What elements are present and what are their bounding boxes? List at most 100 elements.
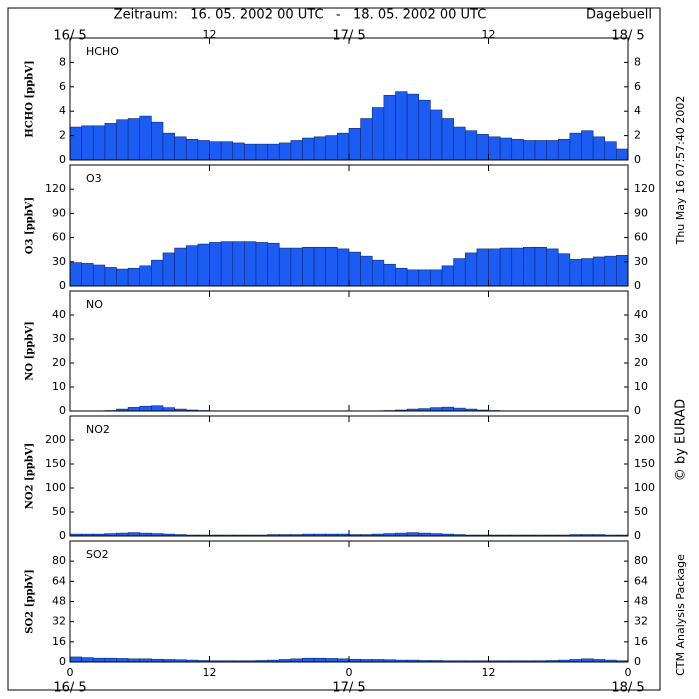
bar (197, 140, 210, 161)
y-axis-label: SO2 [ppbV] (25, 569, 36, 634)
bar (325, 135, 338, 161)
panel-frame (69, 540, 629, 663)
bar (523, 140, 536, 161)
bar (69, 262, 82, 287)
y-tick-label: 2 (634, 129, 641, 142)
y-tick-label: 30 (634, 255, 648, 268)
y-axis-label: O3 [ppbV] (25, 197, 36, 254)
y-axis-label: NO2 [ppbV] (25, 443, 36, 510)
bar (185, 138, 199, 161)
bar (406, 269, 420, 287)
y-tick-label: 32 (52, 615, 66, 628)
bar (546, 248, 559, 287)
x-tick-label: 12 (203, 666, 217, 679)
y-tick-label: 20 (52, 356, 66, 369)
bar (313, 657, 327, 663)
bar (441, 118, 454, 161)
bar (592, 256, 606, 287)
y-tick-label: 100 (45, 481, 66, 494)
bar (232, 142, 245, 161)
bar (499, 137, 513, 161)
bar (220, 141, 234, 161)
y-tick-label: 32 (634, 615, 648, 628)
bar (569, 259, 582, 287)
bar (360, 118, 373, 161)
bar (104, 267, 117, 287)
bar (255, 143, 268, 161)
bar (616, 255, 629, 287)
x-tick-label: 12 (482, 666, 496, 679)
bar (464, 252, 478, 287)
outer-frame (7, 7, 661, 691)
date-label: 16/ 5 (53, 681, 86, 696)
bar (464, 130, 478, 161)
y-tick-label: 30 (52, 332, 66, 345)
y-tick-label: 0 (59, 279, 66, 292)
bar (220, 241, 234, 287)
date-label: 18/ 5 (611, 681, 644, 696)
x-tick-label: 0 (67, 666, 74, 679)
y-tick-label: 120 (634, 182, 655, 195)
bar (476, 248, 489, 287)
bar (592, 136, 606, 161)
bar (116, 658, 129, 663)
y-axis-label: HCHO [ppbV] (25, 60, 36, 137)
y-tick-label: 16 (52, 635, 66, 648)
bar (127, 407, 141, 412)
bar (325, 246, 338, 287)
bar (197, 243, 210, 287)
y-tick-label: 30 (52, 255, 66, 268)
bar (511, 247, 524, 287)
bar (92, 264, 106, 287)
y-tick-label: 200 (634, 433, 655, 446)
bar (185, 245, 199, 287)
bar (174, 136, 187, 161)
y-tick-label: 0 (634, 153, 641, 166)
y-tick-label: 64 (634, 574, 648, 587)
bar (151, 259, 164, 287)
bar (104, 657, 117, 663)
bar (162, 407, 175, 412)
panel-title: HCHO (86, 45, 119, 58)
date-label: 17/ 5 (332, 29, 365, 44)
y-tick-label: 40 (634, 308, 648, 321)
y-tick-label: 60 (634, 231, 648, 244)
bar (348, 251, 361, 287)
bar (69, 126, 82, 161)
bar (371, 259, 385, 287)
bar (278, 142, 292, 161)
date-label: 16/ 5 (53, 29, 86, 44)
bar (337, 132, 350, 161)
y-tick-label: 0 (59, 404, 66, 417)
bar (81, 125, 94, 161)
y-tick-label: 0 (634, 404, 641, 417)
credit: © by EURAD (674, 399, 689, 481)
y-tick-label: 0 (634, 279, 641, 292)
bar (151, 405, 164, 412)
bar (313, 246, 327, 287)
period: Zeitraum: 16. 05. 2002 00 UTC - 18. 05. … (114, 8, 487, 23)
bar (162, 132, 175, 161)
panel-frame (69, 290, 629, 412)
y-tick-label: 6 (59, 80, 66, 93)
y-tick-label: 4 (59, 104, 66, 117)
y-tick-label: 0 (634, 655, 641, 668)
bar (581, 258, 594, 287)
y-tick-label: 20 (634, 356, 648, 369)
y-tick-label: 60 (52, 231, 66, 244)
panel-title: NO (86, 298, 103, 311)
y-tick-label: 10 (52, 380, 66, 393)
bar (92, 657, 106, 663)
bar (232, 241, 245, 287)
bar (337, 248, 350, 287)
bar (116, 268, 129, 287)
y-tick-label: 48 (52, 595, 66, 608)
y-tick-label: 4 (634, 104, 641, 117)
bar (395, 267, 408, 287)
bar (127, 267, 141, 287)
bar (151, 121, 164, 161)
bar (534, 246, 547, 287)
y-tick-label: 90 (52, 206, 66, 219)
y-tick-label: 64 (52, 574, 66, 587)
panel-title: NO2 (86, 423, 110, 436)
